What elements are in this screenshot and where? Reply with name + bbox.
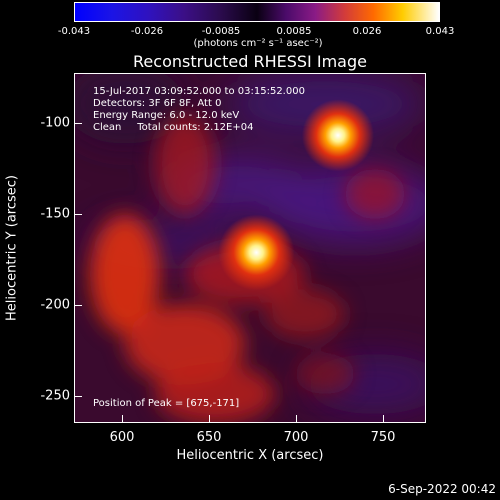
x-tick-mark bbox=[296, 415, 297, 423]
colorbar-tick: 0.043 bbox=[425, 26, 455, 37]
y-tick-mark bbox=[74, 305, 82, 306]
colorbar-tick: -0.026 bbox=[130, 26, 164, 37]
colorbar-tick: 0.0085 bbox=[276, 26, 312, 37]
emission-source-2 bbox=[301, 99, 375, 172]
x-tick-label: 750 bbox=[370, 430, 396, 445]
detectors-text: Detectors: 3F 6F 8F, Att 0 bbox=[93, 98, 222, 109]
emission-sources bbox=[218, 99, 375, 291]
rhessi-image bbox=[74, 73, 426, 423]
y-tick-mark bbox=[74, 214, 82, 215]
x-tick-mark bbox=[122, 415, 123, 423]
x-tick-label: 700 bbox=[283, 430, 309, 445]
colorbar-tick: -0.0085 bbox=[201, 26, 241, 37]
clean-counts-text: Clean Total counts: 2.12E+04 bbox=[93, 122, 254, 133]
y-tick-mark bbox=[74, 123, 82, 124]
x-tick-label: 650 bbox=[196, 430, 222, 445]
energy-range-text: Energy Range: 6.0 - 12.0 keV bbox=[93, 110, 240, 121]
emission-source-1 bbox=[218, 214, 295, 291]
timestamp: 6-Sep-2022 00:42 bbox=[388, 482, 496, 496]
colorbar-unit: (photons cm⁻² s⁻¹ asec⁻²) bbox=[193, 38, 323, 49]
time-range-text: 15-Jul-2017 03:09:52.000 to 03:15:52.000 bbox=[93, 86, 305, 97]
image-canvas bbox=[75, 74, 425, 422]
y-tick-label: -250 bbox=[40, 388, 70, 404]
peak-position-text: Position of Peak = [675,-171] bbox=[93, 398, 240, 409]
x-tick-label: 600 bbox=[109, 430, 135, 445]
image-title: Reconstructed RHESSI Image bbox=[133, 52, 367, 71]
colorbar-tick: -0.043 bbox=[57, 26, 91, 37]
x-tick-mark bbox=[209, 415, 210, 423]
y-tick-mark bbox=[74, 396, 82, 397]
x-tick-mark bbox=[383, 415, 384, 423]
y-tick-label: -100 bbox=[40, 115, 70, 131]
y-tick-label: -200 bbox=[40, 297, 70, 313]
colorbar bbox=[74, 2, 440, 22]
colorbar-tick: 0.026 bbox=[352, 26, 382, 37]
x-axis-title: Heliocentric X (arcsec) bbox=[176, 448, 324, 463]
y-axis-title: Heliocentric Y (arcsec) bbox=[4, 175, 20, 321]
y-tick-label: -150 bbox=[40, 206, 70, 222]
